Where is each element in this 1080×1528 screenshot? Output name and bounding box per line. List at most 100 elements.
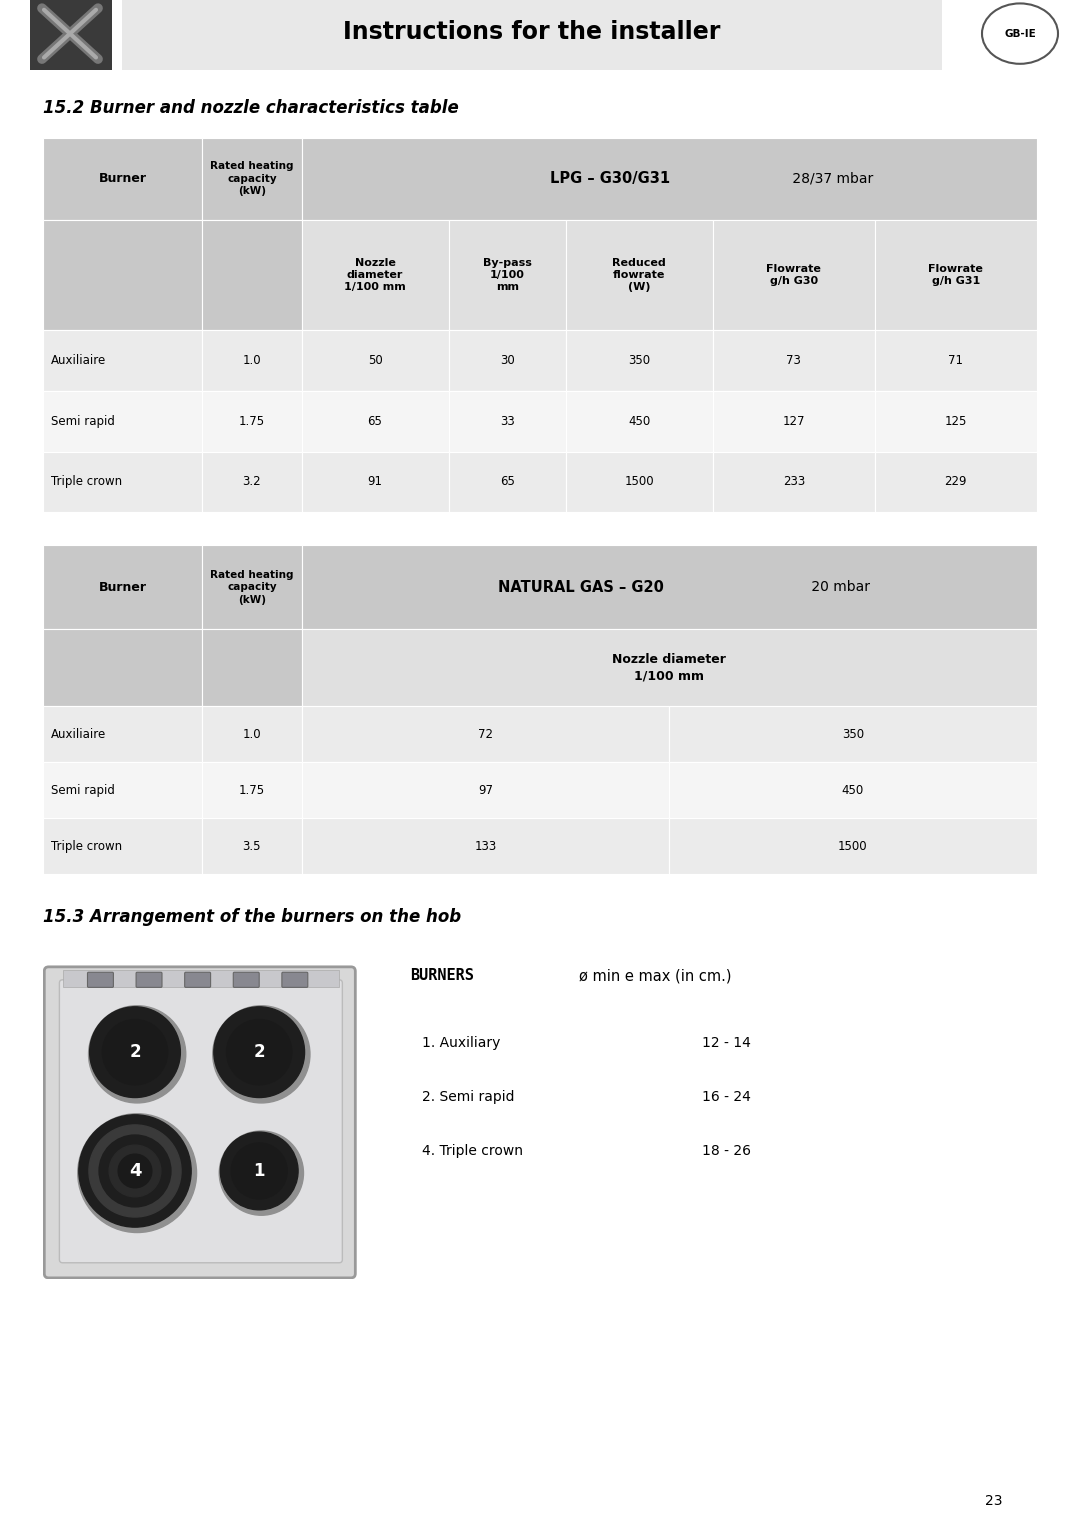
FancyBboxPatch shape — [301, 391, 448, 452]
FancyBboxPatch shape — [202, 138, 301, 220]
Text: 1500: 1500 — [624, 475, 654, 489]
Text: 15.2 Burner and nozzle characteristics table: 15.2 Burner and nozzle characteristics t… — [43, 99, 459, 118]
Circle shape — [220, 1132, 298, 1210]
Circle shape — [103, 1019, 167, 1085]
Text: 1: 1 — [254, 1161, 265, 1180]
Text: 65: 65 — [367, 414, 382, 428]
FancyBboxPatch shape — [301, 452, 448, 512]
Text: 1.0: 1.0 — [243, 354, 261, 367]
FancyBboxPatch shape — [43, 220, 202, 330]
FancyBboxPatch shape — [87, 972, 113, 987]
FancyBboxPatch shape — [202, 706, 301, 762]
FancyBboxPatch shape — [713, 452, 875, 512]
Circle shape — [89, 1125, 181, 1216]
Ellipse shape — [982, 3, 1058, 64]
Text: 133: 133 — [474, 839, 497, 853]
FancyBboxPatch shape — [301, 220, 448, 330]
FancyBboxPatch shape — [566, 452, 713, 512]
Circle shape — [118, 1154, 152, 1187]
FancyBboxPatch shape — [448, 330, 566, 391]
FancyBboxPatch shape — [713, 220, 875, 330]
Text: GB-IE: GB-IE — [1004, 29, 1036, 38]
Text: Nozzle
diameter
1/100 mm: Nozzle diameter 1/100 mm — [345, 258, 406, 292]
FancyBboxPatch shape — [566, 220, 713, 330]
Text: 97: 97 — [477, 784, 492, 796]
Text: 33: 33 — [500, 414, 514, 428]
Text: NATURAL GAS – G20: NATURAL GAS – G20 — [498, 581, 664, 594]
FancyBboxPatch shape — [43, 706, 202, 762]
Circle shape — [227, 1019, 292, 1085]
Text: 20 mbar: 20 mbar — [807, 581, 869, 594]
Text: Burner: Burner — [98, 581, 147, 594]
FancyBboxPatch shape — [448, 391, 566, 452]
Circle shape — [213, 1005, 310, 1103]
FancyBboxPatch shape — [122, 0, 942, 70]
Text: 350: 350 — [842, 727, 864, 741]
Text: 450: 450 — [629, 414, 650, 428]
FancyBboxPatch shape — [43, 452, 202, 512]
FancyBboxPatch shape — [202, 220, 301, 330]
Text: 450: 450 — [841, 784, 864, 796]
Text: Auxiliaire: Auxiliaire — [51, 354, 107, 367]
Text: 2: 2 — [254, 1044, 265, 1060]
FancyBboxPatch shape — [875, 452, 1037, 512]
FancyBboxPatch shape — [713, 330, 875, 391]
FancyBboxPatch shape — [670, 817, 1037, 874]
Text: 12 - 14: 12 - 14 — [702, 1036, 752, 1050]
Text: Semi rapid: Semi rapid — [51, 784, 116, 796]
FancyBboxPatch shape — [875, 391, 1037, 452]
Text: 50: 50 — [367, 354, 382, 367]
Text: 350: 350 — [629, 354, 650, 367]
Text: Triple crown: Triple crown — [51, 839, 122, 853]
FancyBboxPatch shape — [282, 972, 308, 987]
Text: 1.75: 1.75 — [239, 784, 265, 796]
FancyBboxPatch shape — [301, 545, 1037, 630]
FancyBboxPatch shape — [875, 220, 1037, 330]
Text: 1.0: 1.0 — [243, 727, 261, 741]
Circle shape — [89, 1005, 186, 1103]
Circle shape — [78, 1114, 197, 1233]
FancyBboxPatch shape — [43, 762, 202, 817]
Circle shape — [231, 1143, 287, 1199]
Text: Rated heating
capacity
(kW): Rated heating capacity (kW) — [211, 570, 294, 605]
FancyBboxPatch shape — [713, 391, 875, 452]
FancyBboxPatch shape — [202, 545, 301, 630]
FancyBboxPatch shape — [301, 817, 670, 874]
Text: 1500: 1500 — [838, 839, 868, 853]
FancyBboxPatch shape — [233, 972, 259, 987]
Circle shape — [214, 1007, 305, 1097]
FancyBboxPatch shape — [301, 138, 1037, 220]
Text: 3.2: 3.2 — [243, 475, 261, 489]
FancyBboxPatch shape — [30, 0, 112, 70]
FancyBboxPatch shape — [44, 967, 355, 1277]
FancyBboxPatch shape — [202, 762, 301, 817]
FancyBboxPatch shape — [43, 391, 202, 452]
Text: Flowrate
g/h G30: Flowrate g/h G30 — [767, 264, 821, 286]
Text: 65: 65 — [500, 475, 515, 489]
Text: Nozzle diameter
1/100 mm: Nozzle diameter 1/100 mm — [612, 654, 726, 683]
FancyBboxPatch shape — [185, 972, 211, 987]
Text: Reduced
flowrate
(W): Reduced flowrate (W) — [612, 258, 666, 292]
FancyBboxPatch shape — [43, 817, 202, 874]
FancyBboxPatch shape — [670, 762, 1037, 817]
FancyBboxPatch shape — [301, 630, 1037, 706]
Text: 71: 71 — [948, 354, 963, 367]
Circle shape — [109, 1144, 161, 1196]
FancyBboxPatch shape — [59, 979, 342, 1262]
Text: 127: 127 — [783, 414, 805, 428]
FancyBboxPatch shape — [875, 330, 1037, 391]
Text: Semi rapid: Semi rapid — [51, 414, 116, 428]
FancyBboxPatch shape — [448, 452, 566, 512]
Text: 18 - 26: 18 - 26 — [702, 1143, 752, 1158]
Text: 1.75: 1.75 — [239, 414, 265, 428]
Text: 23: 23 — [985, 1494, 1002, 1508]
Text: 15.3 Arrangement of the burners on the hob: 15.3 Arrangement of the burners on the h… — [43, 908, 461, 926]
Text: 28/37 mbar: 28/37 mbar — [788, 171, 874, 186]
Text: By-pass
1/100
mm: By-pass 1/100 mm — [483, 258, 531, 292]
FancyBboxPatch shape — [43, 330, 202, 391]
Text: 72: 72 — [477, 727, 492, 741]
Text: 3.5: 3.5 — [243, 839, 261, 853]
Circle shape — [90, 1007, 180, 1097]
Text: Auxiliaire: Auxiliaire — [51, 727, 107, 741]
FancyBboxPatch shape — [670, 706, 1037, 762]
